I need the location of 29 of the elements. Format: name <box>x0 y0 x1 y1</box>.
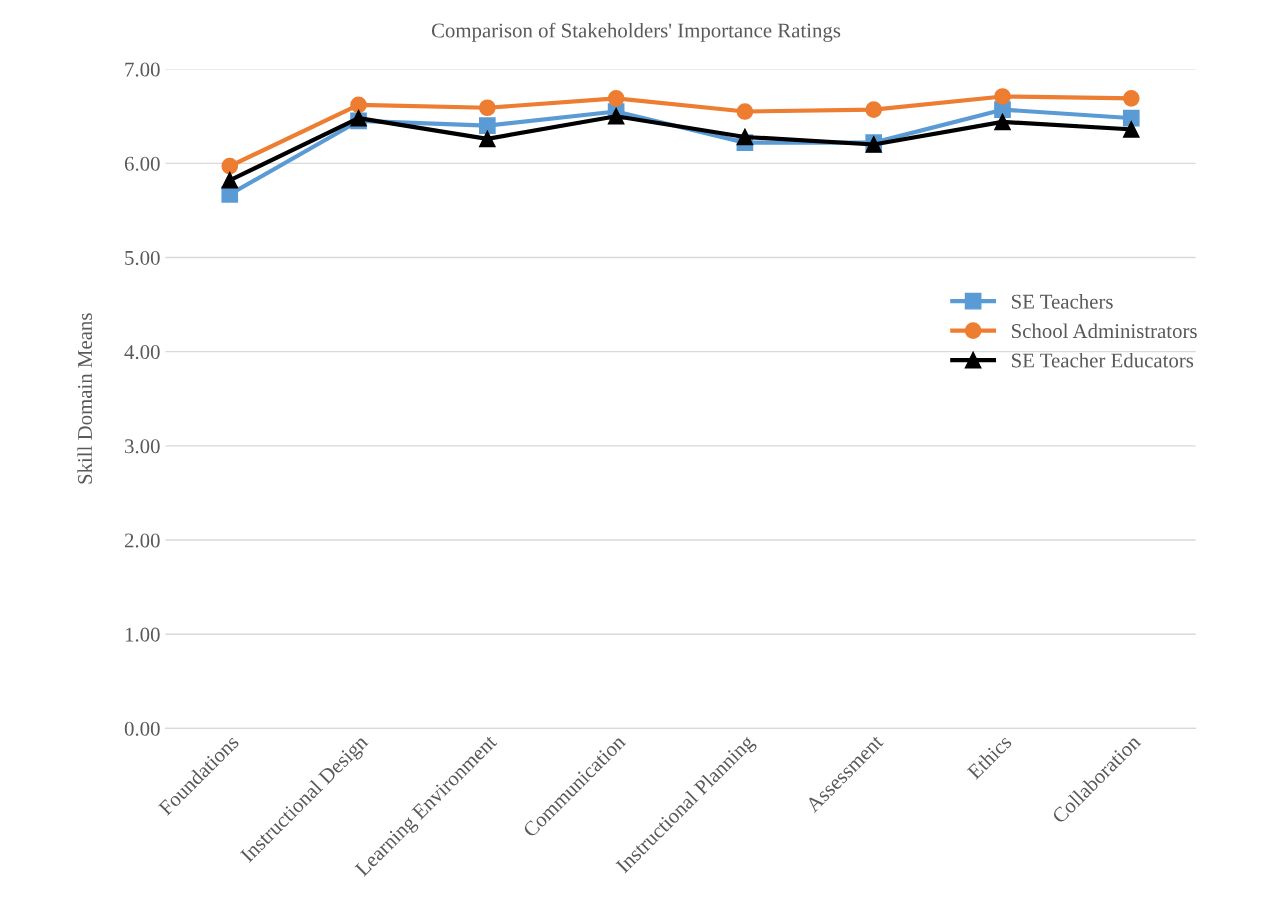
y-tick-label: 6.00 <box>124 156 160 171</box>
point <box>1122 121 1140 138</box>
point <box>994 88 1011 105</box>
point <box>1122 90 1140 107</box>
legend-label: SE Teacher Educators <box>1012 352 1194 368</box>
y-tick-label: 3.00 <box>125 439 160 454</box>
y-tick-label: 4.00 <box>124 345 160 360</box>
y-tick-label: 7.00 <box>125 62 160 77</box>
point <box>479 130 496 148</box>
point <box>607 90 625 107</box>
y-tick-label: 1.00 <box>125 627 160 642</box>
point <box>736 103 754 120</box>
point <box>607 107 625 125</box>
point <box>994 113 1011 131</box>
chart-title: Comparison of Stakeholders' Importance Ratings <box>431 22 841 42</box>
legend-label: School Administrators <box>1012 323 1197 339</box>
point <box>350 96 367 114</box>
y-tick-label: 5.00 <box>125 250 160 266</box>
y-axis-title: Skill Domain Means <box>77 313 93 484</box>
point <box>1122 109 1140 127</box>
point <box>736 128 754 146</box>
point <box>221 171 239 189</box>
y-tick-label: 2.00 <box>124 533 160 548</box>
point <box>865 101 883 118</box>
point <box>221 157 239 175</box>
point <box>479 117 496 134</box>
y-tick-label: 0.00 <box>124 721 160 736</box>
legend-label: SE Teachers <box>1012 294 1113 309</box>
point <box>479 99 496 117</box>
